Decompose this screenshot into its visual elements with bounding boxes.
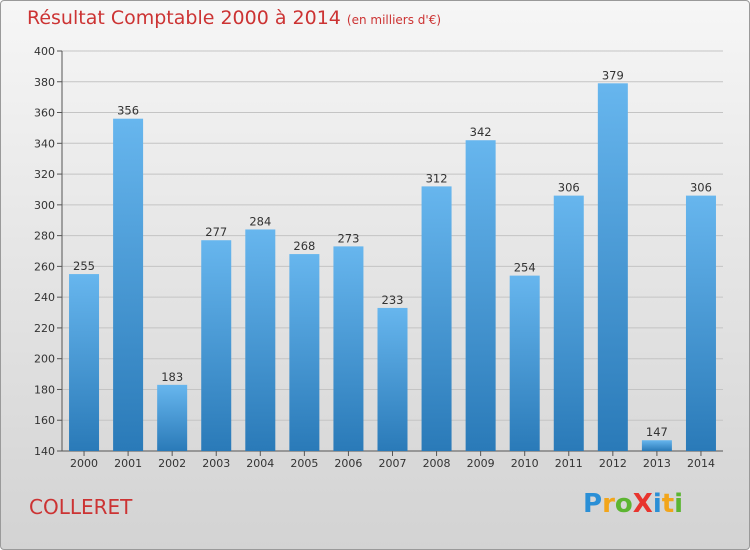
y-tick-label: 240: [34, 291, 55, 304]
commune-name: COLLERET: [29, 495, 133, 519]
y-tick-label: 320: [34, 168, 55, 181]
y-tick-label: 180: [34, 383, 55, 396]
bar: [201, 240, 232, 451]
bar: [421, 186, 452, 451]
y-tick-label: 220: [34, 322, 55, 335]
x-tick-label: 2013: [643, 457, 671, 470]
data-label: 273: [337, 231, 359, 245]
y-tick-label: 300: [34, 199, 55, 212]
data-label: 254: [514, 261, 536, 275]
y-tick-label: 340: [34, 137, 55, 150]
y-tick-label: 200: [34, 353, 55, 366]
data-label: 306: [558, 181, 580, 195]
bars: [69, 83, 716, 452]
data-label: 356: [117, 104, 139, 118]
x-tick-label: 2011: [555, 457, 583, 470]
x-tick-label: 2002: [158, 457, 186, 470]
data-label: 183: [161, 370, 183, 384]
x-tick-label: 2014: [687, 457, 715, 470]
chart-title-text: Résultat Comptable 2000 à 2014: [27, 7, 341, 29]
bar: [597, 83, 628, 452]
bar: [465, 140, 496, 451]
y-tick-label: 360: [34, 107, 55, 120]
bar: [289, 254, 320, 451]
chart-subtitle: (en milliers d'€): [346, 13, 442, 27]
bar: [641, 440, 672, 451]
x-tick-label: 2009: [467, 457, 495, 470]
x-tick-label: 2008: [423, 457, 451, 470]
x-tick-label: 2004: [246, 457, 274, 470]
logo-letter: X: [632, 489, 653, 519]
y-tick-label: 280: [34, 230, 55, 243]
y-tick-label: 160: [34, 414, 55, 427]
chart-title: Résultat Comptable 2000 à 2014 (en millie…: [27, 7, 441, 29]
y-tick-label: 380: [34, 76, 55, 89]
x-tick-label: 2012: [599, 457, 627, 470]
y-tick-label: 140: [34, 445, 55, 458]
bar: [509, 275, 540, 451]
logo-letter: i: [652, 489, 662, 519]
data-label: 268: [293, 239, 315, 253]
bar: [157, 384, 188, 451]
logo-letter: t: [661, 489, 675, 519]
data-label: 147: [646, 425, 668, 439]
logo-letter: P: [583, 489, 603, 519]
bar: [685, 195, 716, 451]
x-tick-label: 2010: [511, 457, 539, 470]
x-tick-label: 2005: [290, 457, 318, 470]
data-label: 233: [382, 293, 404, 307]
x-tick-label: 2007: [379, 457, 407, 470]
data-label: 312: [426, 171, 448, 185]
data-label: 277: [205, 225, 227, 239]
bar: [245, 229, 276, 451]
labels: 140 160 180 200 220 240 260 280 300 320 340 360 380 4…: [34, 45, 715, 470]
bar: [553, 195, 584, 451]
data-label: 342: [470, 125, 492, 139]
x-tick-label: 2006: [334, 457, 362, 470]
x-tick-label: 2001: [114, 457, 142, 470]
logo-letter: i: [674, 489, 684, 519]
logo-letter: o: [614, 489, 633, 519]
y-tick-label: 400: [34, 45, 55, 58]
x-tick-label: 2003: [202, 457, 230, 470]
proxiti-logo: ProXiti: [583, 489, 683, 519]
logo-letter: r: [602, 489, 615, 519]
bar: [377, 307, 408, 451]
data-label: 284: [249, 214, 271, 228]
data-label: 306: [690, 181, 712, 195]
y-tick-label: 260: [34, 260, 55, 273]
x-tick-label: 2000: [70, 457, 98, 470]
data-label: 255: [73, 259, 95, 273]
bar: [69, 274, 100, 451]
bar: [333, 246, 364, 451]
bar: [113, 118, 144, 451]
data-label: 379: [602, 68, 624, 82]
